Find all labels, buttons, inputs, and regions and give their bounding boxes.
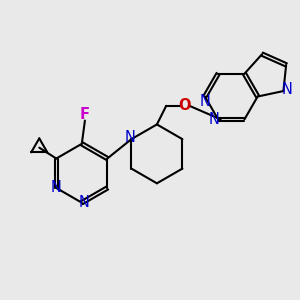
Text: F: F [80, 107, 90, 122]
Text: N: N [124, 130, 135, 145]
Text: N: N [209, 112, 220, 127]
Text: N: N [282, 82, 292, 97]
Text: N: N [200, 94, 210, 109]
Text: N: N [79, 195, 90, 210]
Text: N: N [51, 181, 62, 196]
Text: O: O [178, 98, 191, 113]
